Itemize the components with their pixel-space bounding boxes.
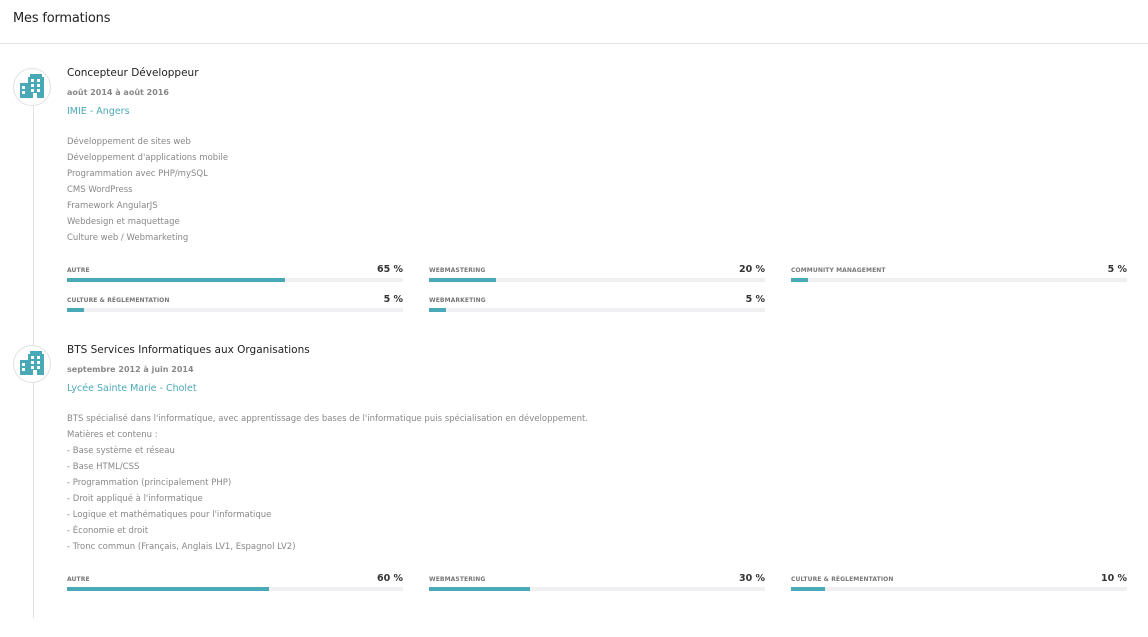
formation-title: BTS Services Informatiques aux Organisat… [67,344,310,356]
description-line: Matières et contenu : [67,430,158,440]
formation-description: BTS spécialisé dans l'informatique, avec… [67,411,588,555]
skill-fill [67,587,269,591]
description-line: - Tronc commun (Français, Anglais LV1, E… [67,542,296,552]
skill-track [791,587,1127,591]
skill-track [791,278,1127,282]
skill-label: COMMUNITY MANAGEMENT [791,267,886,274]
formation-date: août 2014 à août 2016 [67,88,169,97]
description-line: - Droit appliqué à l'informatique [67,494,203,504]
skill-label: AUTRE [67,576,90,583]
skill-value: 5 % [1107,264,1127,275]
description-line: - Base HTML/CSS [67,462,140,472]
skill-track [67,587,403,591]
description-line: - Logique et mathématiques pour l'inform… [67,510,272,520]
skill-bar: AUTRE 65 % [67,264,403,288]
description-line: Webdesign et maquettage [67,217,180,227]
skill-bar: COMMUNITY MANAGEMENT 5 % [791,264,1127,288]
building-icon [13,68,51,106]
formation-school-link[interactable]: IMIE - Angers [67,106,130,117]
skill-label: WEBMARKETING [429,297,486,304]
skill-value: 30 % [738,573,765,584]
skill-bar: WEBMARKETING 5 % [429,294,765,318]
skill-fill [67,278,286,282]
description-line: BTS spécialisé dans l'informatique, avec… [67,414,589,424]
skill-bar: WEBMASTERING 30 % [429,573,765,597]
skill-fill [429,308,446,312]
skill-bar: CULTURE & RÉGLEMENTATION 5 % [67,294,403,318]
skill-value: 65 % [376,264,403,275]
description-line: Programmation avec PHP/mySQL [67,169,208,179]
skill-bar: AUTRE 60 % [67,573,403,597]
description-line: - Programmation (principalement PHP) [67,478,232,488]
skill-track [67,308,403,312]
skill-label: AUTRE [67,267,90,274]
formation-description: Développement de sites web Développement… [67,134,228,246]
skill-value: 5 % [383,294,403,305]
formation-date: septembre 2012 à juin 2014 [67,365,194,374]
skill-track [67,278,403,282]
description-line: - Économie et droit [67,526,149,536]
skill-track [429,587,765,591]
skill-bar: WEBMASTERING 20 % [429,264,765,288]
skill-label: WEBMASTERING [429,267,486,274]
skill-label: CULTURE & RÉGLEMENTATION [67,297,170,304]
skill-fill [791,587,825,591]
description-line: Développement de sites web [67,137,191,147]
description-line: Culture web / Webmarketing [67,233,189,243]
skill-fill [791,278,808,282]
skill-value: 20 % [738,264,765,275]
description-line: Développement d'applications mobile [67,153,229,163]
skill-value: 60 % [376,573,403,584]
skill-label: WEBMASTERING [429,576,486,583]
page-header: Mes formations [0,0,1148,44]
skill-fill [429,278,497,282]
skill-track [429,308,765,312]
description-line: CMS WordPress [67,185,133,195]
skill-label: CULTURE & RÉGLEMENTATION [791,576,894,583]
skill-value: 5 % [745,294,765,305]
building-icon [13,345,51,383]
page-title: Mes formations [13,11,111,26]
skill-track [429,278,765,282]
formation-title: Concepteur Développeur [67,67,199,79]
skill-bar: CULTURE & RÉGLEMENTATION 10 % [791,573,1127,597]
description-line: Framework AngularJS [67,201,158,211]
skill-value: 10 % [1100,573,1127,584]
skill-fill [67,308,84,312]
formation-school-link[interactable]: Lycée Sainte Marie - Cholet [67,383,197,394]
description-line: - Base système et réseau [67,446,175,456]
skill-fill [429,587,530,591]
